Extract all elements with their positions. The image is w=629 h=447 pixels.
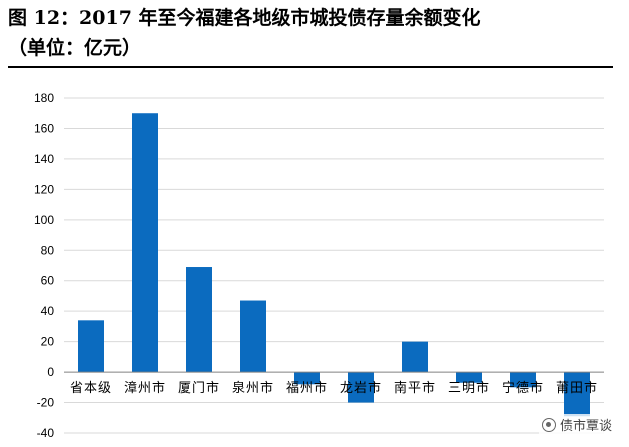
y-tick-label: 120 — [34, 182, 54, 196]
bar-chart: -40 -20 0 20 40 60 80 100 120 140 160 180 省本级 漳州市 厦门市泉… — [34, 91, 604, 440]
bar-厦门市 — [186, 267, 212, 373]
y-tick-label: 40 — [41, 304, 55, 318]
y-tick-label: 160 — [34, 121, 54, 135]
x-tick-label: 南平市 — [394, 380, 436, 396]
wechat-icon — [541, 417, 556, 432]
x-tick-label: 莆田市 — [556, 380, 598, 396]
bar-三明市 — [456, 372, 482, 383]
x-tick-label: 三明市 — [448, 380, 490, 396]
x-tick-label: 厦门市 — [178, 380, 220, 396]
x-tick-label: 漳州市 — [124, 380, 166, 396]
x-tick-label: 泉州市 — [232, 380, 274, 396]
bar-漳州市 — [132, 113, 158, 373]
bar-龙岩市 — [348, 372, 374, 403]
title-divider — [8, 66, 613, 68]
y-tick-label: -20 — [37, 396, 55, 410]
y-tick-label: 180 — [34, 91, 54, 105]
bar-莆田市 — [564, 372, 590, 417]
chart-title: 图 12：2017 年至今福建各地级市城投债存量余额变化 （单位：亿元） — [8, 3, 623, 63]
bar-泉州市 — [240, 300, 266, 373]
y-tick-label: 80 — [41, 243, 55, 257]
x-tick-label: 福州市 — [286, 380, 328, 396]
title-line-2: （单位：亿元） — [8, 37, 142, 59]
bar-宁德市 — [510, 372, 536, 388]
watermark: 债市覃谈 — [538, 414, 615, 435]
y-tick-label: 140 — [34, 152, 54, 166]
y-tick-label: 20 — [41, 335, 55, 349]
y-tick-label: 0 — [47, 365, 54, 379]
watermark-text: 债市覃谈 — [559, 419, 612, 434]
x-tick-label: 宁德市 — [502, 380, 544, 396]
y-tick-label: 100 — [34, 213, 54, 227]
y-tick-label: -40 — [37, 426, 55, 440]
y-tick-label: 60 — [41, 274, 55, 288]
x-tick-label: 龙岩市 — [340, 380, 382, 396]
bar-省本级 — [78, 320, 104, 373]
bar-福州市 — [294, 372, 320, 385]
bar-南平市 — [402, 341, 428, 373]
title-line-1: 图 12：2017 年至今福建各地级市城投债存量余额变化 — [8, 7, 481, 29]
x-tick-label: 省本级 — [70, 381, 112, 396]
